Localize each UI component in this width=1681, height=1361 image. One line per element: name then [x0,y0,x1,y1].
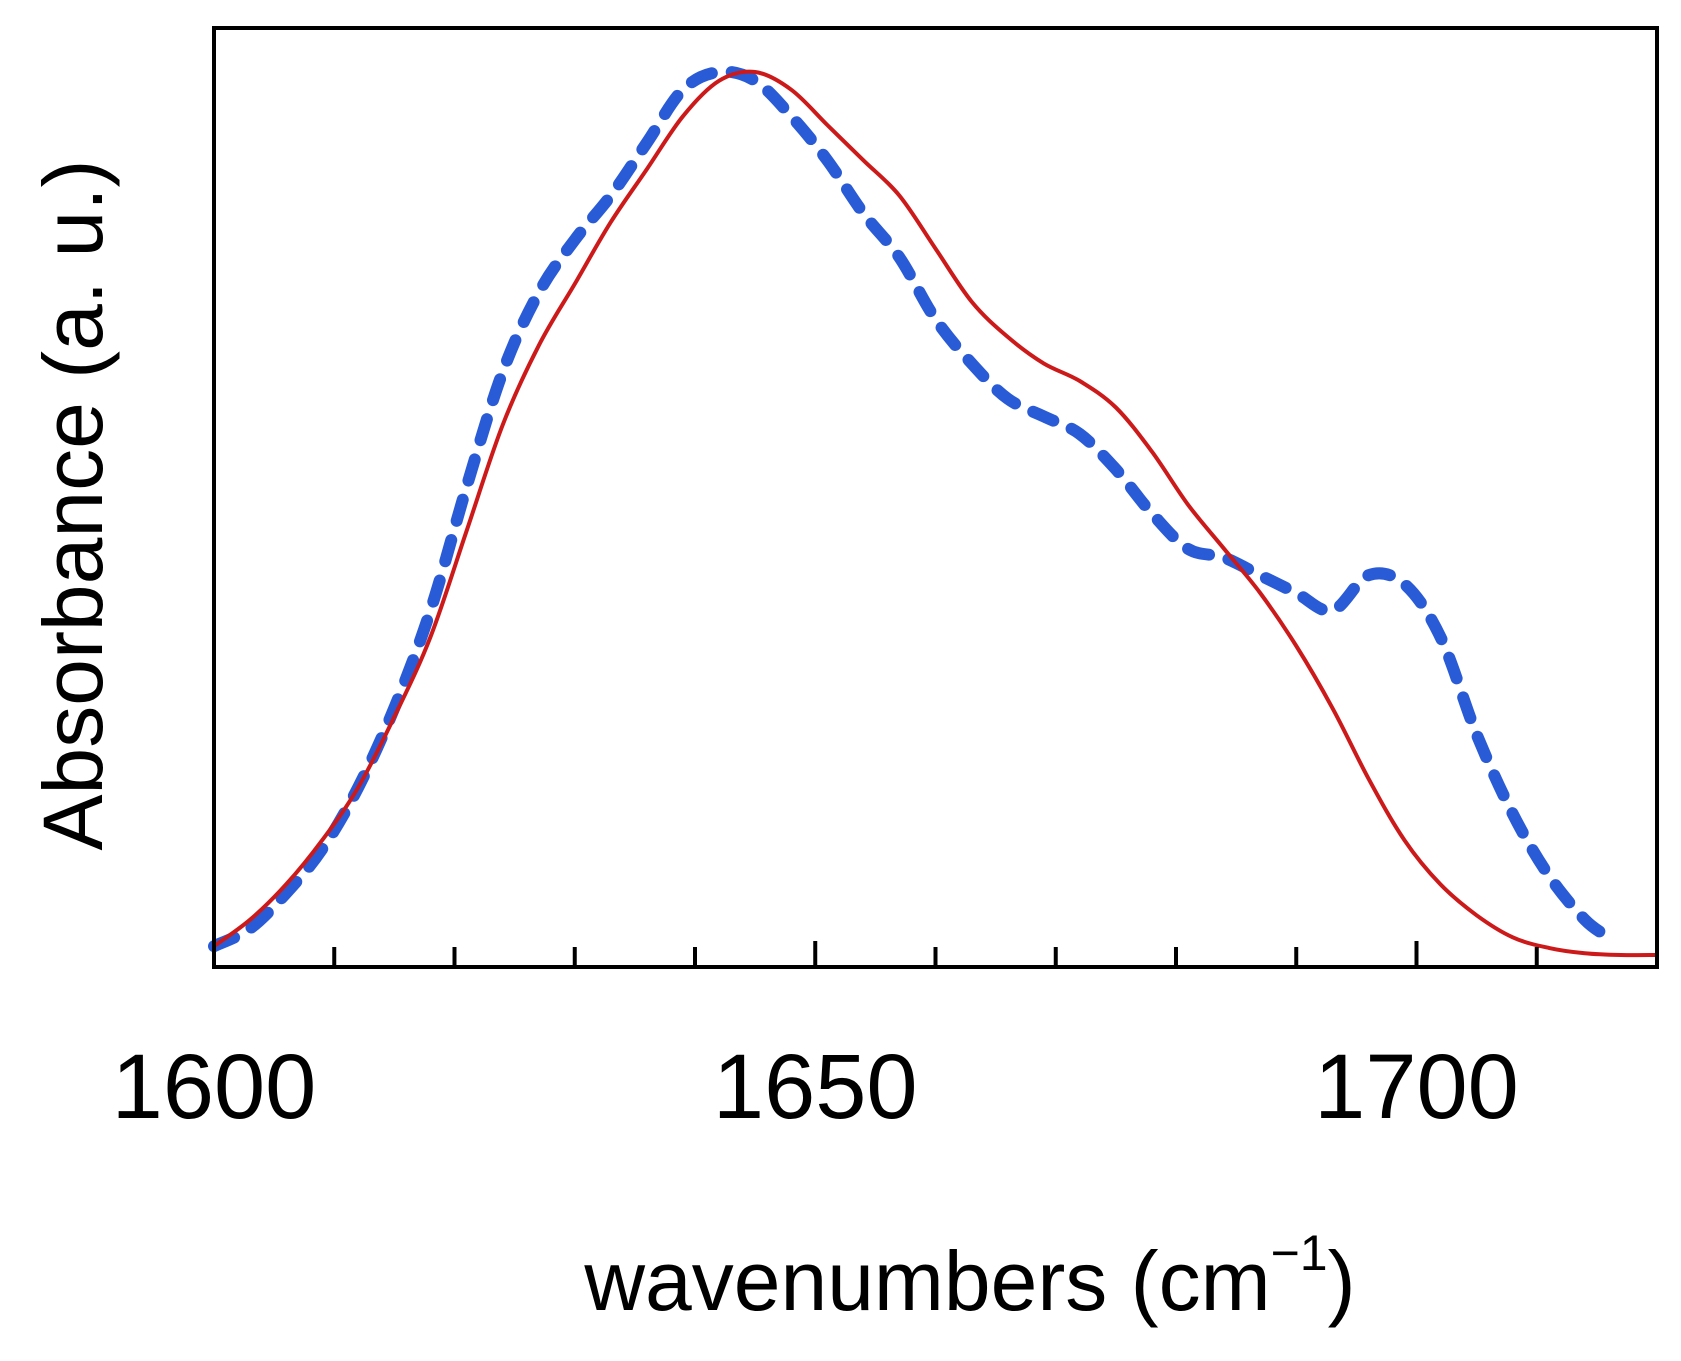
x-tick-label-1600: 1600 [112,1036,317,1138]
y-axis-title: Absorbance (a. u.) [26,159,120,850]
x-axis-ticks [212,941,1659,967]
x-axis-title: wavenumbers (cm−1) [583,1225,1355,1328]
x-tick-label-1700: 1700 [1314,1036,1519,1138]
x-axis-title-close: ) [1328,1234,1356,1328]
x-axis-title-sup: −1 [1271,1225,1328,1281]
series-line-solid [212,69,1658,958]
plot-frame [212,26,1659,969]
x-axis-tick-labels: 1600 1650 1700 [112,1036,1519,1138]
x-tick-label-1650: 1650 [713,1036,918,1138]
plot-series [208,65,1658,958]
x-axis-title-main: wavenumbers (cm [583,1234,1270,1328]
series-line-dashed [208,65,1615,953]
